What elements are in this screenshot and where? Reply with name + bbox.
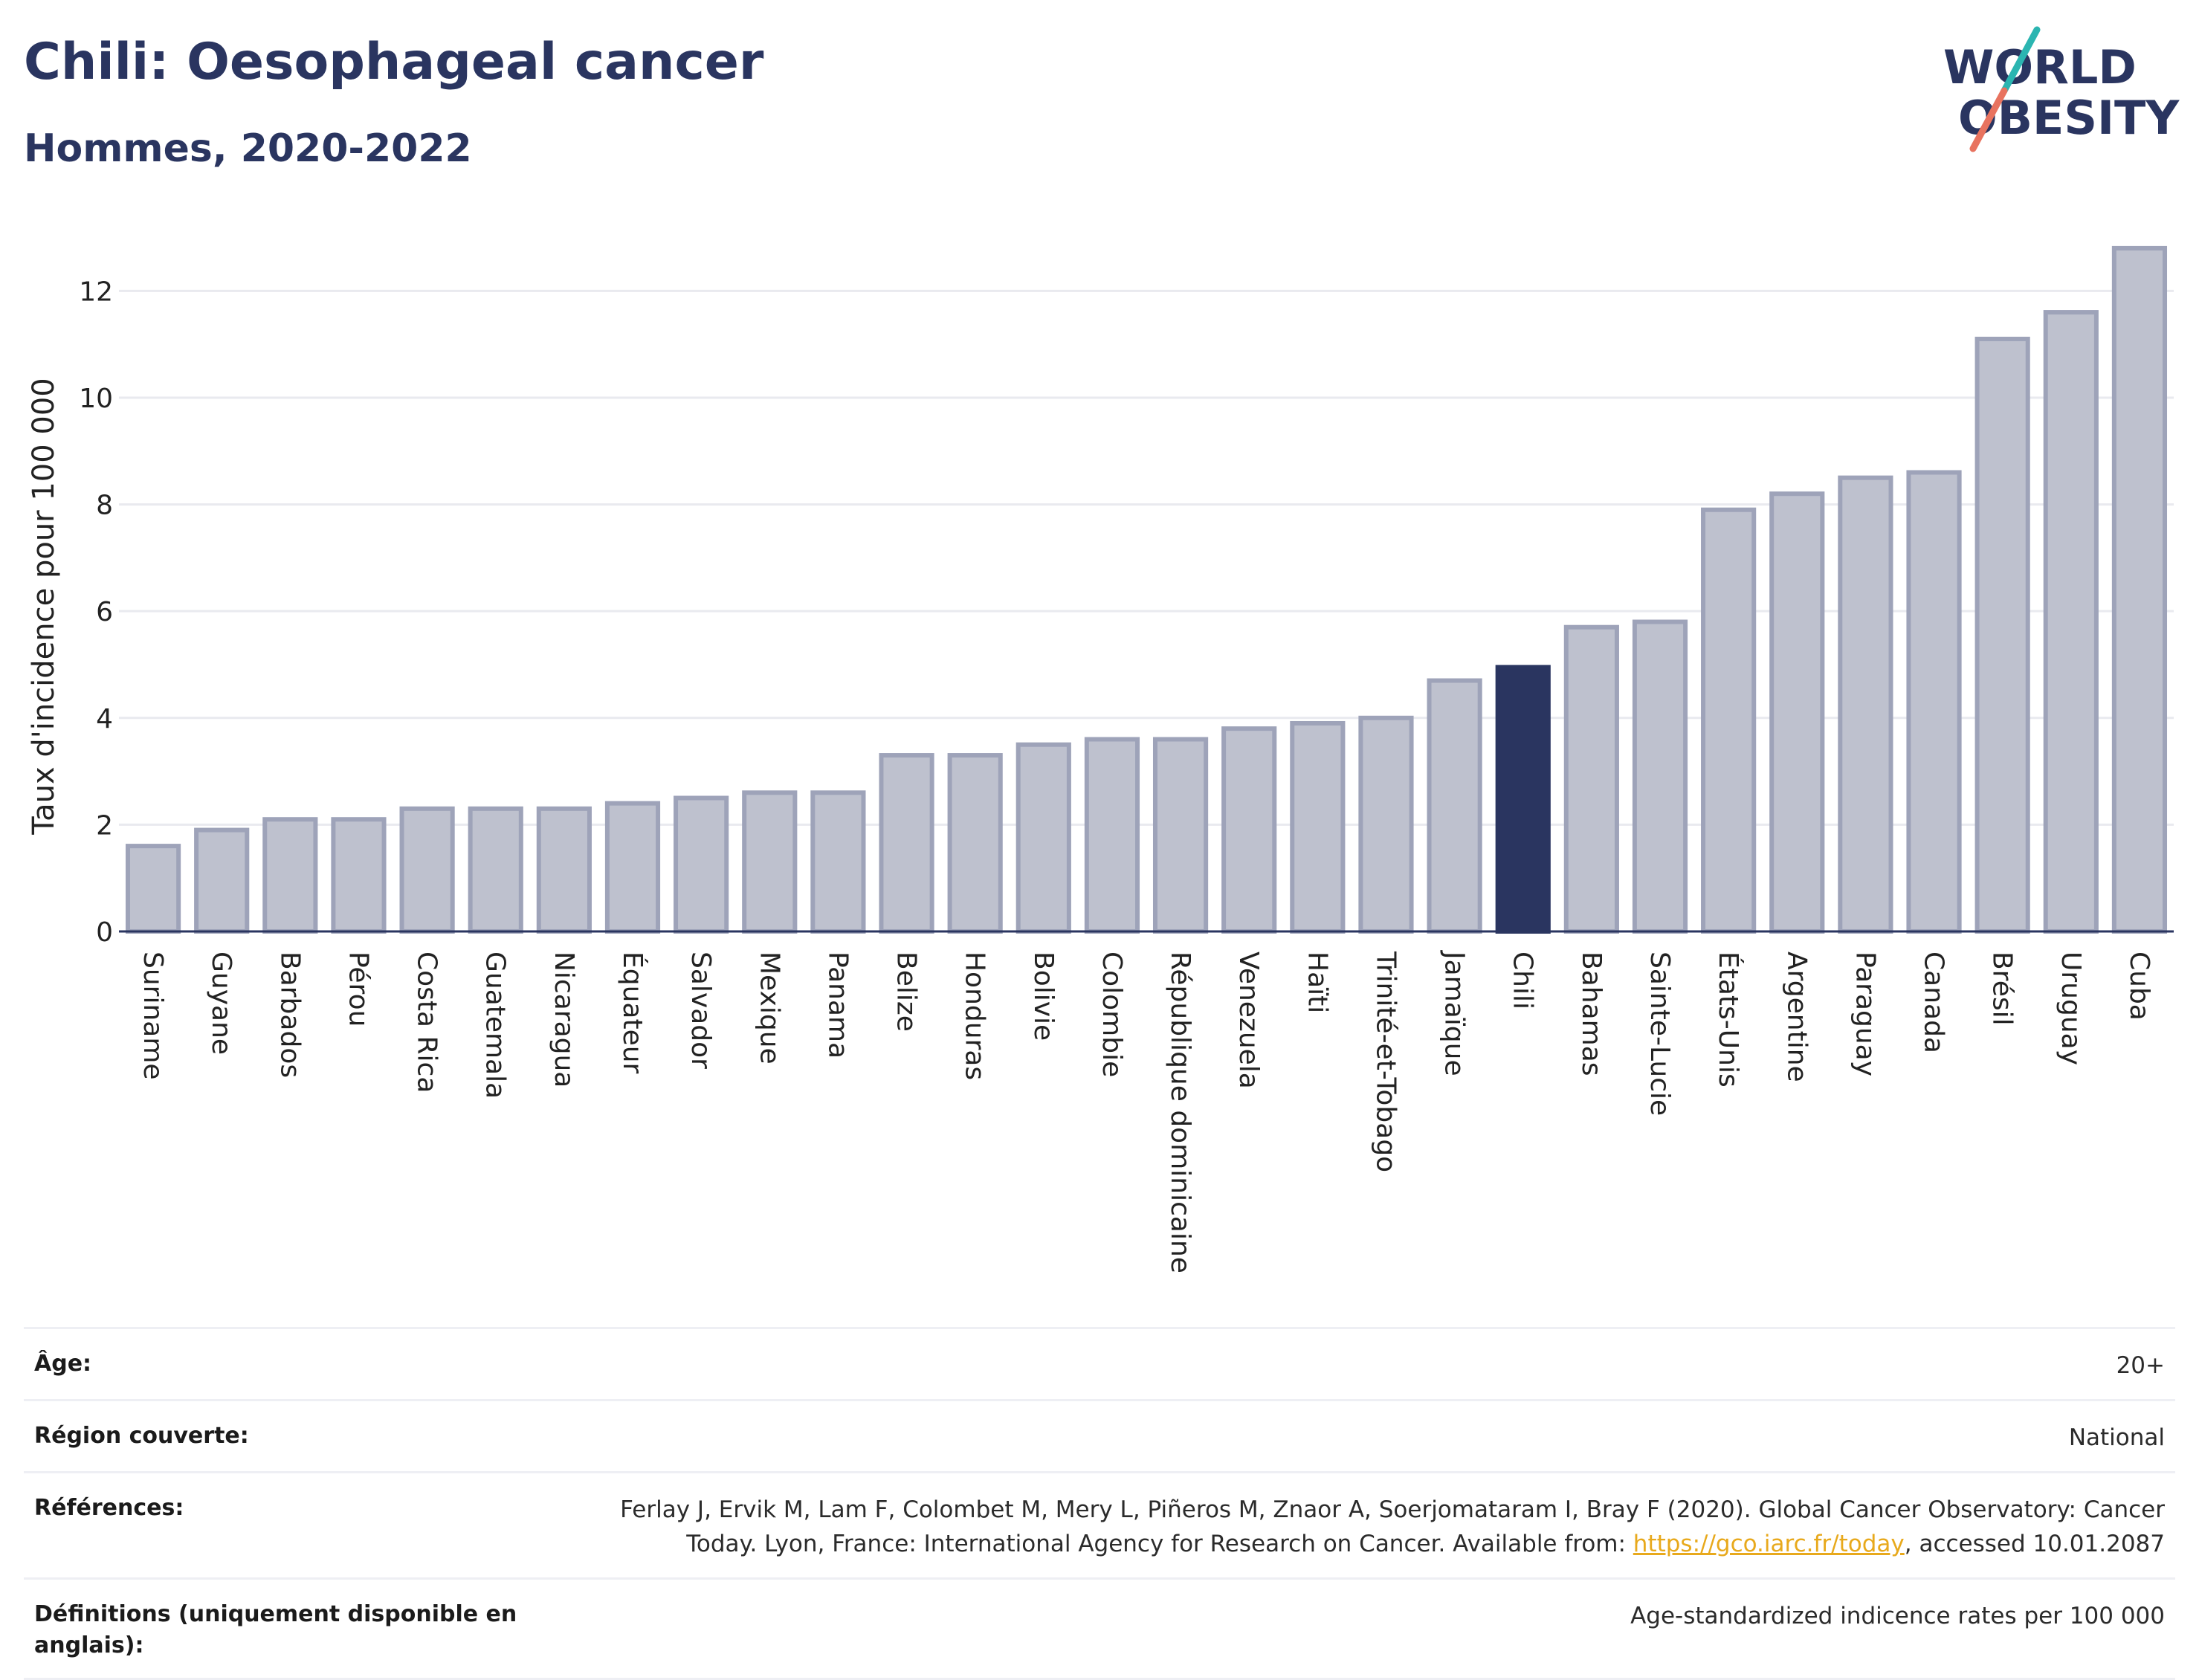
x-tick-label: Équateur xyxy=(617,952,648,1074)
reference-accessed: , accessed 10.01.2087 xyxy=(1904,1531,2165,1557)
bar-panama xyxy=(810,790,866,934)
meta-row-age: Âge: 20+ xyxy=(24,1327,2175,1399)
bar-venezuela xyxy=(1221,726,1277,934)
x-tick-label: Venezuela xyxy=(1233,952,1264,1089)
bar-belize xyxy=(879,753,934,934)
x-tick-label: Nicaragua xyxy=(549,952,579,1088)
x-tick-label: Guyane xyxy=(206,952,236,1055)
y-tick-label: 8 xyxy=(96,491,113,521)
bar-salvador xyxy=(674,795,729,934)
chart-subtitle: Hommes, 2020-2022 xyxy=(24,126,472,171)
meta-key-definitions: Définitions (uniquement disponible en an… xyxy=(34,1601,517,1658)
x-tick-label: États-Unis xyxy=(1713,952,1744,1088)
x-tick-label: Salvador xyxy=(685,952,716,1069)
bar-honduras xyxy=(947,753,1003,934)
bar-canada xyxy=(1906,470,1962,934)
bar-argentine xyxy=(1769,491,1825,934)
x-tick-label: Honduras xyxy=(960,952,990,1080)
x-tick-label: Sainte-Lucie xyxy=(1644,952,1675,1116)
meta-row-references: Références: Ferlay J, Ervik M, Lam F, Co… xyxy=(24,1471,2175,1577)
logo-line2: OBESITY xyxy=(1958,91,2180,145)
bar-br-sil xyxy=(1974,336,2030,934)
logo-slash-top xyxy=(2001,26,2041,94)
x-tick-label: Paraguay xyxy=(1850,952,1880,1076)
reference-text: Ferlay J, Ervik M, Lam F, Colombet M, Me… xyxy=(620,1496,2165,1557)
bar-sainte-lucie xyxy=(1632,619,1688,934)
reference-link[interactable]: https://gco.iarc.fr/today xyxy=(1633,1531,1905,1557)
x-tick-label: Trinité-et-Tobago xyxy=(1370,951,1401,1172)
x-tick-label: Cuba xyxy=(2124,952,2154,1021)
y-axis-title: Taux d'incidence pour 100 000 xyxy=(27,378,61,835)
x-tick-label: Uruguay xyxy=(2056,952,2086,1065)
meta-key-references: Références: xyxy=(34,1495,184,1521)
y-tick-label: 4 xyxy=(96,704,113,734)
x-tick-label: Panama xyxy=(822,952,853,1059)
bar-chili xyxy=(1495,665,1551,934)
bar-ha-ti xyxy=(1290,720,1346,934)
meta-key-age: Âge: xyxy=(34,1351,92,1377)
bar-costa-rica xyxy=(399,806,455,934)
bar--tats-unis xyxy=(1701,507,1757,934)
bar--quateur xyxy=(604,801,661,934)
bar-trinit-et-tobago xyxy=(1358,715,1414,934)
bar-guatemala xyxy=(468,806,523,934)
bar-r-publique-dominicaine xyxy=(1152,737,1209,934)
bar-jama-que xyxy=(1427,678,1482,934)
x-tick-label: République dominicaine xyxy=(1165,952,1195,1273)
bar-p-rou xyxy=(331,817,387,934)
meta-row-region: Région couverte: National xyxy=(24,1399,2175,1471)
x-tick-label: Jamaïque xyxy=(1439,950,1470,1076)
logo-line1: WORLD xyxy=(1943,40,2137,94)
meta-value-region: National xyxy=(2068,1424,2165,1451)
y-tick-label: 0 xyxy=(96,917,113,948)
bar-bahamas xyxy=(1563,624,1619,934)
x-tick-label: Canada xyxy=(1919,952,1949,1053)
bar-bolivie xyxy=(1015,742,1071,934)
x-tick-label: Belize xyxy=(891,952,922,1032)
x-tick-label: Costa Rica xyxy=(412,952,442,1093)
bars xyxy=(125,245,2168,934)
bar-colombie xyxy=(1084,737,1140,934)
bar-chart: 0 2 4 6 8 10 12 Suriname Guyane Barbados Pérou Cos… xyxy=(27,245,2174,1273)
chart-title: Chili: Oesophageal cancer xyxy=(24,33,764,91)
x-tick-label: Argentine xyxy=(1781,952,1812,1082)
bar-suriname xyxy=(125,844,181,934)
x-tick-label: Bolivie xyxy=(1028,952,1059,1041)
meta-value-definitions: Age-standardized indicence rates per 100… xyxy=(1630,1603,2165,1629)
x-tick-label: Mexique xyxy=(754,952,784,1064)
y-axis-ticks: 0 2 4 6 8 10 12 xyxy=(79,277,113,948)
bar-guyane xyxy=(194,827,250,934)
y-tick-label: 2 xyxy=(96,810,113,841)
x-tick-label: Bahamas xyxy=(1576,952,1607,1076)
meta-value-age: 20+ xyxy=(2116,1352,2165,1379)
meta-row-definitions: Définitions (uniquement disponible en an… xyxy=(24,1577,2175,1680)
x-tick-label: Guatemala xyxy=(480,952,511,1099)
x-tick-label: Brésil xyxy=(1987,952,2018,1026)
logo-slash-bottom xyxy=(1969,87,2008,152)
x-tick-label: Pérou xyxy=(343,952,373,1027)
y-tick-label: 6 xyxy=(96,597,113,627)
world-obesity-logo: WORLD OBESITY xyxy=(1943,26,2180,152)
meta-key-region: Région couverte: xyxy=(34,1423,249,1449)
metadata-table: Âge: 20+ Région couverte: National Référ… xyxy=(24,1327,2175,1680)
x-tick-label: Haïti xyxy=(1302,952,1332,1013)
bar-barbados xyxy=(262,817,318,934)
x-tick-label: Chili xyxy=(1508,952,1538,1009)
bar-paraguay xyxy=(1838,475,1893,934)
x-tick-label: Colombie xyxy=(1097,952,1127,1077)
x-tick-label: Suriname xyxy=(138,952,168,1080)
bar-cuba xyxy=(2111,245,2168,934)
grid-lines xyxy=(119,289,2174,826)
bar-uruguay xyxy=(2043,310,2099,934)
y-tick-label: 12 xyxy=(79,277,113,307)
bar-mexique xyxy=(742,790,798,934)
meta-value-references: Ferlay J, Ervik M, Lam F, Colombet M, Me… xyxy=(544,1493,2165,1561)
y-tick-label: 10 xyxy=(79,384,113,414)
bar-nicaragua xyxy=(536,806,592,934)
x-tick-label: Barbados xyxy=(274,952,305,1078)
x-axis-labels: Suriname Guyane Barbados Pérou Costa Rica Gua… xyxy=(138,950,2154,1273)
